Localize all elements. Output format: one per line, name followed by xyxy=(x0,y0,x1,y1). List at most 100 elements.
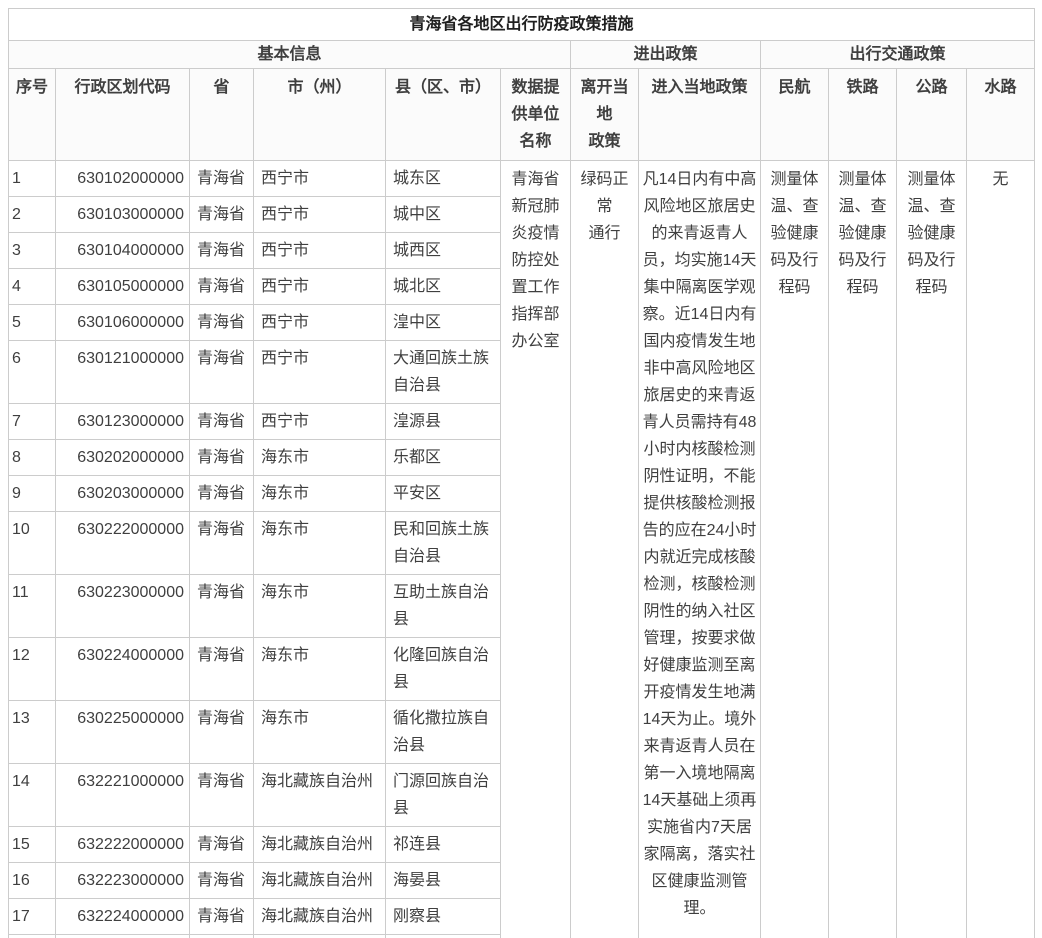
col-header-city: 市（州） xyxy=(253,68,386,161)
seq-cell: 8 xyxy=(8,439,56,476)
county-cell: 湟中区 xyxy=(385,304,501,341)
table-row: 16 632223000000 青海省 海北藏族自治州 海晏县 xyxy=(8,862,1035,899)
code-cell: 630224000000 xyxy=(55,637,190,701)
county-cell: 城中区 xyxy=(385,196,501,233)
col-header-county: 县（区、市） xyxy=(385,68,501,161)
province-cell: 青海省 xyxy=(189,826,254,863)
col-header-seq: 序号 xyxy=(8,68,56,161)
city-cell: 西宁市 xyxy=(253,268,386,305)
city-cell: 海东市 xyxy=(253,439,386,476)
city-cell: 海东市 xyxy=(253,637,386,701)
seq-cell: 14 xyxy=(8,763,56,827)
code-cell: 630104000000 xyxy=(55,232,190,269)
seq-cell: 13 xyxy=(8,700,56,764)
table-row: 8 630202000000 青海省 海东市 乐都区 xyxy=(8,439,1035,476)
province-cell: 青海省 xyxy=(189,700,254,764)
code-cell: 630105000000 xyxy=(55,268,190,305)
city-cell: 西宁市 xyxy=(253,196,386,233)
province-cell: 青海省 xyxy=(189,268,254,305)
county-cell: 民和回族土族自治县 xyxy=(385,511,501,575)
city-cell: 海北藏族自治州 xyxy=(253,898,386,935)
city-cell: 西宁市 xyxy=(253,232,386,269)
county-cell: 大通回族土族自治县 xyxy=(385,340,501,404)
province-cell: 青海省 xyxy=(189,304,254,341)
province-cell: 青海省 xyxy=(189,511,254,575)
code-cell: 632223000000 xyxy=(55,862,190,899)
col-header-civil-aviation: 民航 xyxy=(760,68,829,161)
city-cell xyxy=(253,934,386,938)
code-cell: 630123000000 xyxy=(55,403,190,440)
seq-cell: 6 xyxy=(8,340,56,404)
col-header-highway: 公路 xyxy=(896,68,967,161)
data-provider-cell: 青海省 新冠肺 炎疫情 防控处 置工作 指挥部 办公室 xyxy=(500,160,571,938)
county-cell: 平安区 xyxy=(385,475,501,512)
province-cell: 青海省 xyxy=(189,574,254,638)
seq-cell: 17 xyxy=(8,898,56,935)
code-cell: 632222000000 xyxy=(55,826,190,863)
code-cell: 630102000000 xyxy=(55,160,190,197)
group-header-entry-exit-policy: 进出政策 xyxy=(570,40,761,69)
code-cell: 630202000000 xyxy=(55,439,190,476)
province-cell: 青海省 xyxy=(189,340,254,404)
seq-cell xyxy=(8,934,56,938)
province-cell: 青海省 xyxy=(189,475,254,512)
col-header-waterway: 水路 xyxy=(965,68,1036,161)
county-cell: 乐都区 xyxy=(385,439,501,476)
table-row: 9 630203000000 青海省 海东市 平安区 xyxy=(8,475,1035,512)
col-header-admin-code: 行政区划代码 xyxy=(55,68,190,161)
col-header-leave-policy: 离开当地 政策 xyxy=(570,68,639,161)
col-header-province: 省 xyxy=(189,68,254,161)
group-header-transport-policy: 出行交通政策 xyxy=(759,40,1036,69)
waterway-cell: 无 xyxy=(965,160,1036,938)
table-row: 5 630106000000 青海省 西宁市 湟中区 xyxy=(8,304,1035,341)
code-cell: 630203000000 xyxy=(55,475,190,512)
table-row: 6 630121000000 青海省 西宁市 大通回族土族自治县 xyxy=(8,340,1035,404)
partial-row xyxy=(8,934,1035,938)
col-header-enter-policy: 进入当地政策 xyxy=(638,68,761,161)
code-cell: 630225000000 xyxy=(55,700,190,764)
seq-cell: 15 xyxy=(8,826,56,863)
city-cell: 西宁市 xyxy=(253,340,386,404)
code-cell: 632224000000 xyxy=(55,898,190,935)
county-cell: 城东区 xyxy=(385,160,501,197)
county-cell: 城西区 xyxy=(385,232,501,269)
city-cell: 海东市 xyxy=(253,574,386,638)
city-cell: 海北藏族自治州 xyxy=(253,763,386,827)
code-cell: 630106000000 xyxy=(55,304,190,341)
province-cell: 青海省 xyxy=(189,637,254,701)
table-row: 11 630223000000 青海省 海东市 互助土族自治县 xyxy=(8,574,1035,638)
table-row: 14 632221000000 青海省 海北藏族自治州 门源回族自治县 xyxy=(8,763,1035,827)
province-cell: 青海省 xyxy=(189,763,254,827)
seq-cell: 3 xyxy=(8,232,56,269)
seq-cell: 5 xyxy=(8,304,56,341)
county-cell: 刚察县 xyxy=(385,898,501,935)
seq-cell: 11 xyxy=(8,574,56,638)
seq-cell: 10 xyxy=(8,511,56,575)
code-cell: 630121000000 xyxy=(55,340,190,404)
city-cell: 西宁市 xyxy=(253,160,386,197)
table-row: 13 630225000000 青海省 海东市 循化撒拉族自治县 xyxy=(8,700,1035,764)
county-cell: 祁连县 xyxy=(385,826,501,863)
city-cell: 西宁市 xyxy=(253,304,386,341)
city-cell: 海北藏族自治州 xyxy=(253,826,386,863)
city-cell: 海东市 xyxy=(253,475,386,512)
policy-table: 青海省各地区出行防疫政策措施 基本信息 进出政策 出行交通政策 序号 行政区划代… xyxy=(7,8,1036,938)
county-cell: 城北区 xyxy=(385,268,501,305)
civil-aviation-cell: 测量体 温、查 验健康 码及行 程码 xyxy=(760,160,829,938)
county-cell xyxy=(385,934,501,938)
table-row: 1 630102000000 青海省 西宁市 城东区 青海省 新冠肺 炎疫情 防… xyxy=(8,160,1036,938)
county-cell: 湟源县 xyxy=(385,403,501,440)
city-cell: 海北藏族自治州 xyxy=(253,862,386,899)
province-cell: 青海省 xyxy=(189,232,254,269)
group-header-basic-info: 基本信息 xyxy=(8,40,571,69)
table-row: 15 632222000000 青海省 海北藏族自治州 祁连县 xyxy=(8,826,1035,863)
city-cell: 西宁市 xyxy=(253,403,386,440)
code-cell: 630223000000 xyxy=(55,574,190,638)
col-header-railway: 铁路 xyxy=(828,68,897,161)
seq-cell: 12 xyxy=(8,637,56,701)
seq-cell: 7 xyxy=(8,403,56,440)
province-cell: 青海省 xyxy=(189,862,254,899)
code-cell: 630222000000 xyxy=(55,511,190,575)
seq-cell: 16 xyxy=(8,862,56,899)
